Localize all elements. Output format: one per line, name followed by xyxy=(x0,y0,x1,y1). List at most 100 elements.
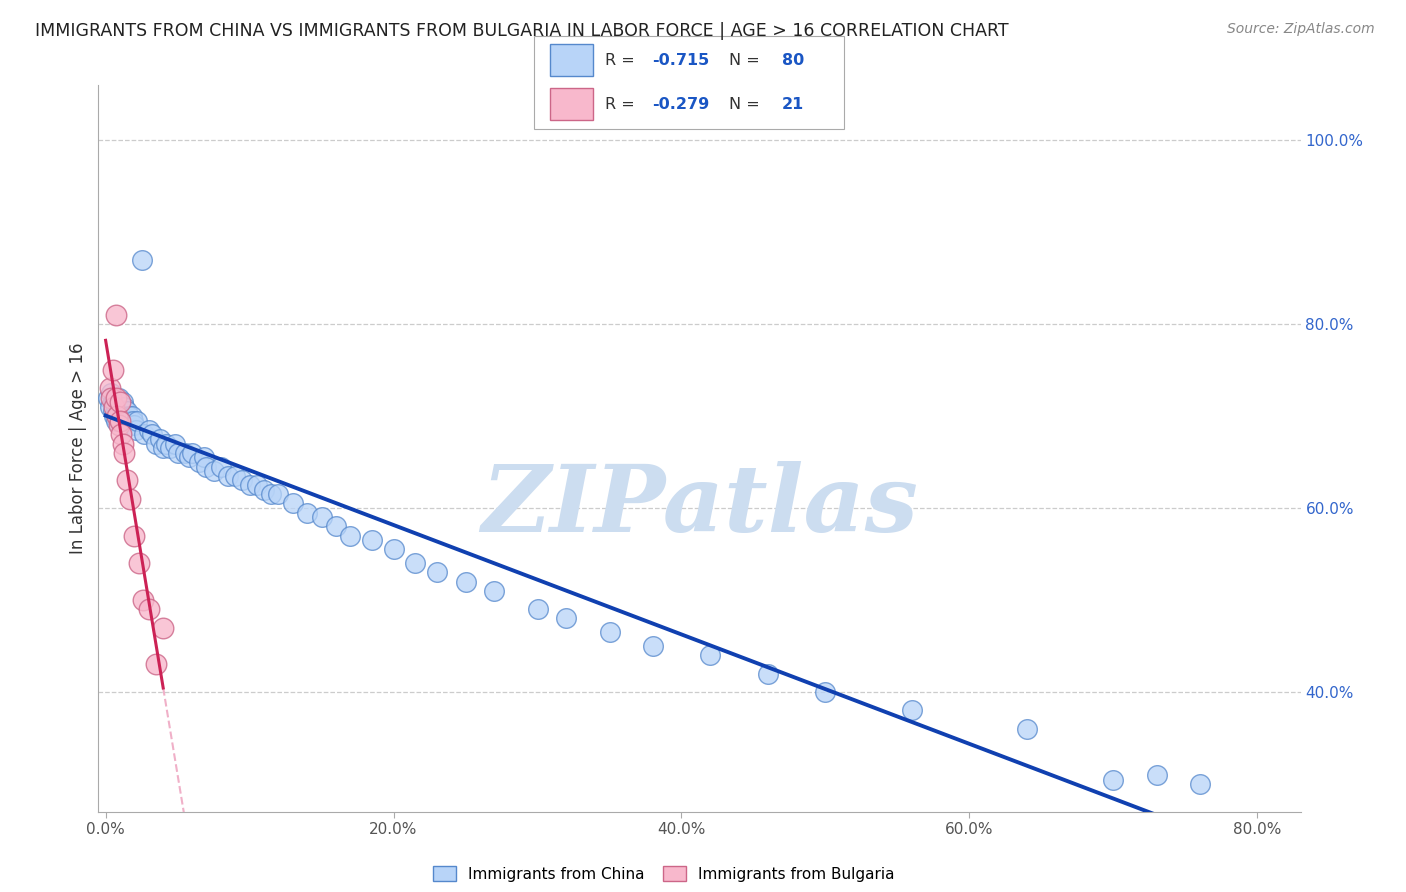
Point xyxy=(104,391,127,405)
Point xyxy=(105,395,128,409)
Point xyxy=(103,400,125,414)
Point xyxy=(107,400,129,414)
Point xyxy=(115,404,138,418)
Text: IMMIGRANTS FROM CHINA VS IMMIGRANTS FROM BULGARIA IN LABOR FORCE | AGE > 16 CORR: IMMIGRANTS FROM CHINA VS IMMIGRANTS FROM… xyxy=(35,22,1008,40)
Point xyxy=(101,395,124,409)
Point xyxy=(131,252,153,267)
Point xyxy=(555,611,578,625)
Point xyxy=(127,414,149,428)
Point xyxy=(756,666,779,681)
Point xyxy=(108,414,131,428)
Text: N =: N = xyxy=(730,53,765,68)
Point xyxy=(209,459,232,474)
Point xyxy=(107,418,129,433)
Bar xyxy=(550,88,593,120)
Point xyxy=(1015,722,1038,736)
Text: Source: ZipAtlas.com: Source: ZipAtlas.com xyxy=(1227,22,1375,37)
Point xyxy=(111,395,134,409)
Point xyxy=(107,391,129,405)
Text: ZIPatlas: ZIPatlas xyxy=(481,461,918,551)
Point xyxy=(108,395,131,409)
Point xyxy=(112,446,135,460)
Point xyxy=(1146,768,1168,782)
Point xyxy=(100,391,122,405)
Point xyxy=(484,583,506,598)
Point xyxy=(699,648,721,663)
Point xyxy=(110,400,132,414)
Text: R =: R = xyxy=(606,53,640,68)
Point xyxy=(124,418,146,433)
Point xyxy=(105,409,128,423)
Point xyxy=(149,432,172,446)
Y-axis label: In Labor Force | Age > 16: In Labor Force | Age > 16 xyxy=(69,343,87,554)
Point xyxy=(267,487,290,501)
Point xyxy=(193,450,215,465)
Point xyxy=(97,391,120,405)
Point xyxy=(188,455,211,469)
Point xyxy=(155,436,177,450)
Point xyxy=(253,483,276,497)
Point xyxy=(404,556,426,570)
Point xyxy=(166,446,188,460)
Point xyxy=(98,381,121,395)
Point xyxy=(195,459,218,474)
Point xyxy=(224,468,246,483)
Point xyxy=(104,308,127,322)
Text: -0.715: -0.715 xyxy=(652,53,709,68)
Point xyxy=(641,639,664,653)
Point xyxy=(118,409,141,423)
Legend: Immigrants from China, Immigrants from Bulgaria: Immigrants from China, Immigrants from B… xyxy=(426,860,900,888)
Bar xyxy=(550,44,593,76)
Point xyxy=(138,423,160,437)
Point xyxy=(239,478,262,492)
Point xyxy=(121,409,143,423)
Point xyxy=(231,474,253,488)
Point xyxy=(108,404,131,418)
Point xyxy=(138,602,160,616)
Point xyxy=(217,468,239,483)
Point xyxy=(105,409,128,423)
Point xyxy=(179,450,201,465)
Point xyxy=(382,542,405,557)
Point xyxy=(120,414,142,428)
Point xyxy=(103,409,125,423)
Point xyxy=(1188,777,1211,791)
Text: 80: 80 xyxy=(782,53,804,68)
Point xyxy=(426,566,449,580)
Point xyxy=(98,400,121,414)
Point xyxy=(125,423,148,437)
Point xyxy=(114,414,136,428)
Point xyxy=(115,474,138,488)
Point xyxy=(103,391,125,405)
Point xyxy=(132,593,155,607)
Point xyxy=(202,464,225,478)
Point xyxy=(901,704,924,718)
Point xyxy=(152,442,174,455)
Point xyxy=(1102,772,1125,787)
Point xyxy=(134,427,156,442)
Point xyxy=(152,621,174,635)
FancyBboxPatch shape xyxy=(534,36,844,129)
Point xyxy=(599,625,621,640)
Point xyxy=(145,657,167,672)
Point xyxy=(111,404,134,418)
Point xyxy=(122,414,145,428)
Point xyxy=(361,533,384,548)
Point xyxy=(454,574,477,589)
Point xyxy=(159,442,181,455)
Point xyxy=(101,404,124,418)
Point xyxy=(281,496,304,510)
Point xyxy=(104,400,127,414)
Point xyxy=(128,556,150,570)
Point xyxy=(101,363,124,377)
Point xyxy=(124,529,146,543)
Point xyxy=(108,414,131,428)
Point xyxy=(526,602,548,616)
Point xyxy=(112,400,135,414)
Point xyxy=(100,386,122,401)
Point xyxy=(110,409,132,423)
Point xyxy=(141,427,163,442)
Point xyxy=(110,427,132,442)
Point xyxy=(246,478,269,492)
Point xyxy=(173,446,195,460)
